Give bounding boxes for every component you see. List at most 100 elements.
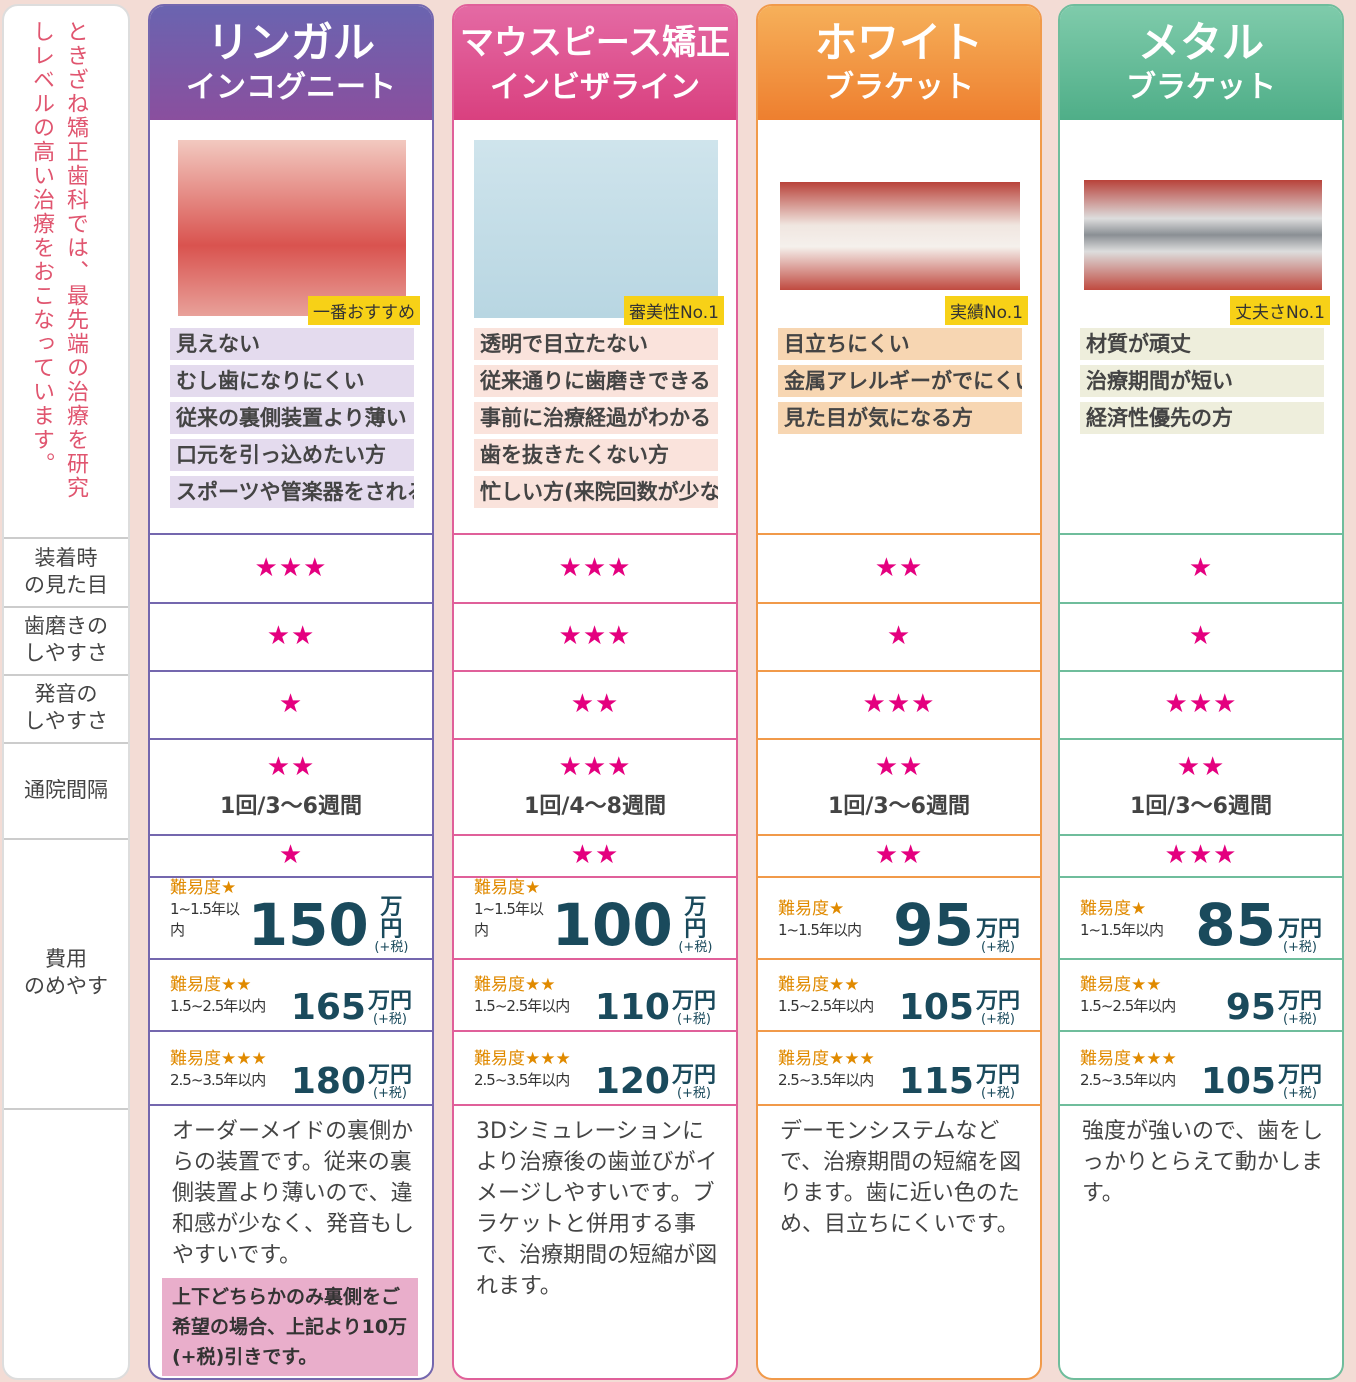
cost-tier: 難易度★★★ 2.5~3.5年以内 120 万円 (+税) bbox=[454, 1038, 736, 1100]
unit-text: 万円 bbox=[1277, 989, 1322, 1014]
tax: (+税) bbox=[980, 940, 1016, 955]
cost-label: 難易度★★ 1.5~2.5年以内 bbox=[778, 970, 874, 1026]
period: 2.5~3.5年以内 bbox=[474, 1071, 570, 1089]
unit: 万円 (+税) bbox=[673, 897, 716, 955]
row-label-line: 費用 bbox=[45, 947, 87, 971]
row-divider bbox=[150, 533, 432, 535]
row-divider bbox=[150, 876, 432, 878]
cost-label: 難易度★★★ 2.5~3.5年以内 bbox=[474, 1044, 571, 1100]
row-divider bbox=[1060, 602, 1342, 604]
card-subtitle: インビザライン bbox=[490, 70, 700, 105]
badge: 審美性No.1 bbox=[623, 296, 724, 325]
interval-cell: ★★ 1回/3～6週間 bbox=[150, 738, 432, 834]
feature: 従来の裏側装置より薄い bbox=[170, 402, 414, 434]
tax: (+税) bbox=[372, 1086, 408, 1101]
rating-stars: ★ bbox=[278, 689, 304, 719]
price: 110 bbox=[594, 987, 670, 1028]
row-divider bbox=[758, 533, 1040, 535]
option-card: メタル ブラケット 丈夫さNo.1 材質が頑丈 治療期間が短い 経済性優先の方 ★ ★ ★★★ ★… bbox=[1058, 4, 1344, 1380]
rating-stars: ★★★ bbox=[254, 552, 328, 583]
row-label: 発音の しやすさ bbox=[4, 674, 128, 742]
row-divider bbox=[454, 1030, 736, 1032]
interval-cell: ★★★ 1回/4～8週間 bbox=[454, 738, 736, 834]
row-divider bbox=[454, 834, 736, 836]
unit-text: 万円 bbox=[1277, 917, 1322, 942]
feature: 歯を抜きたくない方 bbox=[474, 439, 718, 471]
unit-text: 万円 bbox=[975, 1063, 1020, 1088]
feature: 見えない bbox=[170, 328, 414, 360]
row-divider bbox=[1060, 1030, 1342, 1032]
card-title: リンガル bbox=[206, 18, 375, 67]
period: 1.5~2.5年以内 bbox=[778, 997, 874, 1015]
feature: 治療期間が短い bbox=[1080, 365, 1324, 397]
cost-tier: 難易度★★ 1.5~2.5年以内 105 万円 (+税) bbox=[758, 966, 1040, 1026]
rating-stars: ★★ bbox=[874, 552, 924, 583]
period: 1.5~2.5年以内 bbox=[474, 997, 570, 1015]
row-divider bbox=[758, 1030, 1040, 1032]
cost-label: 難易度★★ 1.5~2.5年以内 bbox=[1080, 970, 1176, 1026]
period: 1~1.5年以内 bbox=[1080, 921, 1164, 939]
feature: 目立ちにくい bbox=[778, 328, 1022, 360]
cost-tier: 難易度★★★ 2.5~3.5年以内 180 万円 (+税) bbox=[150, 1038, 432, 1100]
price: 100 bbox=[551, 891, 673, 959]
unit-text: 万円 bbox=[975, 917, 1020, 942]
difficulty: 難易度★★ bbox=[778, 975, 860, 995]
row-label: 通院間隔 bbox=[4, 742, 128, 838]
tax: (+税) bbox=[1282, 1086, 1318, 1101]
difficulty: 難易度★★ bbox=[170, 975, 252, 995]
tax: (+税) bbox=[678, 940, 713, 955]
cost-tier: 難易度★★★ 2.5~3.5年以内 115 万円 (+税) bbox=[758, 1038, 1040, 1100]
rating-stars: ★★ bbox=[874, 752, 924, 782]
unit-text: 万円 bbox=[975, 989, 1020, 1014]
row-divider bbox=[1060, 670, 1342, 672]
period: 1~1.5年以内 bbox=[170, 900, 240, 939]
row-divider bbox=[1060, 738, 1342, 740]
unit: 万円 (+税) bbox=[1276, 989, 1322, 1027]
difficulty: 難易度★ bbox=[474, 878, 541, 898]
rating-stars: ★★★ bbox=[862, 689, 936, 719]
unit-text: 万円 bbox=[367, 1063, 412, 1088]
period: 2.5~3.5年以内 bbox=[170, 1071, 266, 1089]
feature: スポーツや管楽器をされる方 bbox=[170, 476, 414, 508]
rating-stars: ★★ bbox=[874, 840, 924, 870]
cost-tier: 難易度★ 1~1.5年以内 100 万円 (+税) bbox=[454, 878, 736, 959]
row-label: 費用 のめやす bbox=[4, 838, 128, 1108]
difficulty: 難易度★★★ bbox=[474, 1049, 571, 1069]
interval-text: 1回/4～8週間 bbox=[524, 794, 666, 819]
price: 150 bbox=[247, 891, 369, 959]
cost-tier: 難易度★ 1~1.5年以内 150 万円 (+税) bbox=[150, 878, 432, 959]
difficulty: 難易度★ bbox=[778, 899, 845, 919]
row-divider bbox=[4, 674, 128, 676]
price: 105 bbox=[898, 987, 974, 1028]
row-divider bbox=[150, 1030, 432, 1032]
row-label-line: しやすさ bbox=[24, 709, 108, 733]
card-header: マウスピース矯正 インビザライン bbox=[454, 6, 736, 120]
row-label-line: のめやす bbox=[24, 974, 108, 998]
price: 105 bbox=[1200, 1061, 1276, 1102]
badge: 丈夫さNo.1 bbox=[1229, 296, 1330, 325]
row-divider bbox=[1060, 876, 1342, 878]
price: 165 bbox=[290, 987, 366, 1028]
rating-stars: ★★ bbox=[266, 752, 316, 782]
rating-stars: ★★★ bbox=[558, 621, 632, 651]
feature: 事前に治療経過がわかる bbox=[474, 402, 718, 434]
period: 1~1.5年以内 bbox=[474, 900, 544, 939]
row-label-line: 歯磨きの bbox=[24, 614, 108, 638]
product-photo bbox=[178, 140, 406, 316]
row-divider bbox=[454, 1104, 736, 1106]
tax: (+税) bbox=[980, 1012, 1016, 1027]
unit: 万円 (+税) bbox=[366, 991, 412, 1027]
interval-text: 1回/3～6週間 bbox=[828, 794, 970, 819]
product-photo bbox=[780, 182, 1020, 290]
unit: 万円 (+税) bbox=[1276, 917, 1322, 955]
row-divider bbox=[758, 1104, 1040, 1106]
row-divider bbox=[454, 670, 736, 672]
row-divider bbox=[758, 738, 1040, 740]
rating-stars: ★ bbox=[886, 621, 912, 651]
rating-stars: ★★ bbox=[266, 621, 316, 651]
product-photo bbox=[474, 140, 718, 318]
unit: 万円 (+税) bbox=[369, 897, 412, 955]
option-card: マウスピース矯正 インビザライン 審美性No.1 透明で目立たない 従来通りに歯磨きでき… bbox=[452, 4, 738, 1380]
cost-tier: 難易度★★ 1.5~2.5年以内 110 万円 (+税) bbox=[454, 966, 736, 1026]
product-photo bbox=[1084, 180, 1322, 290]
